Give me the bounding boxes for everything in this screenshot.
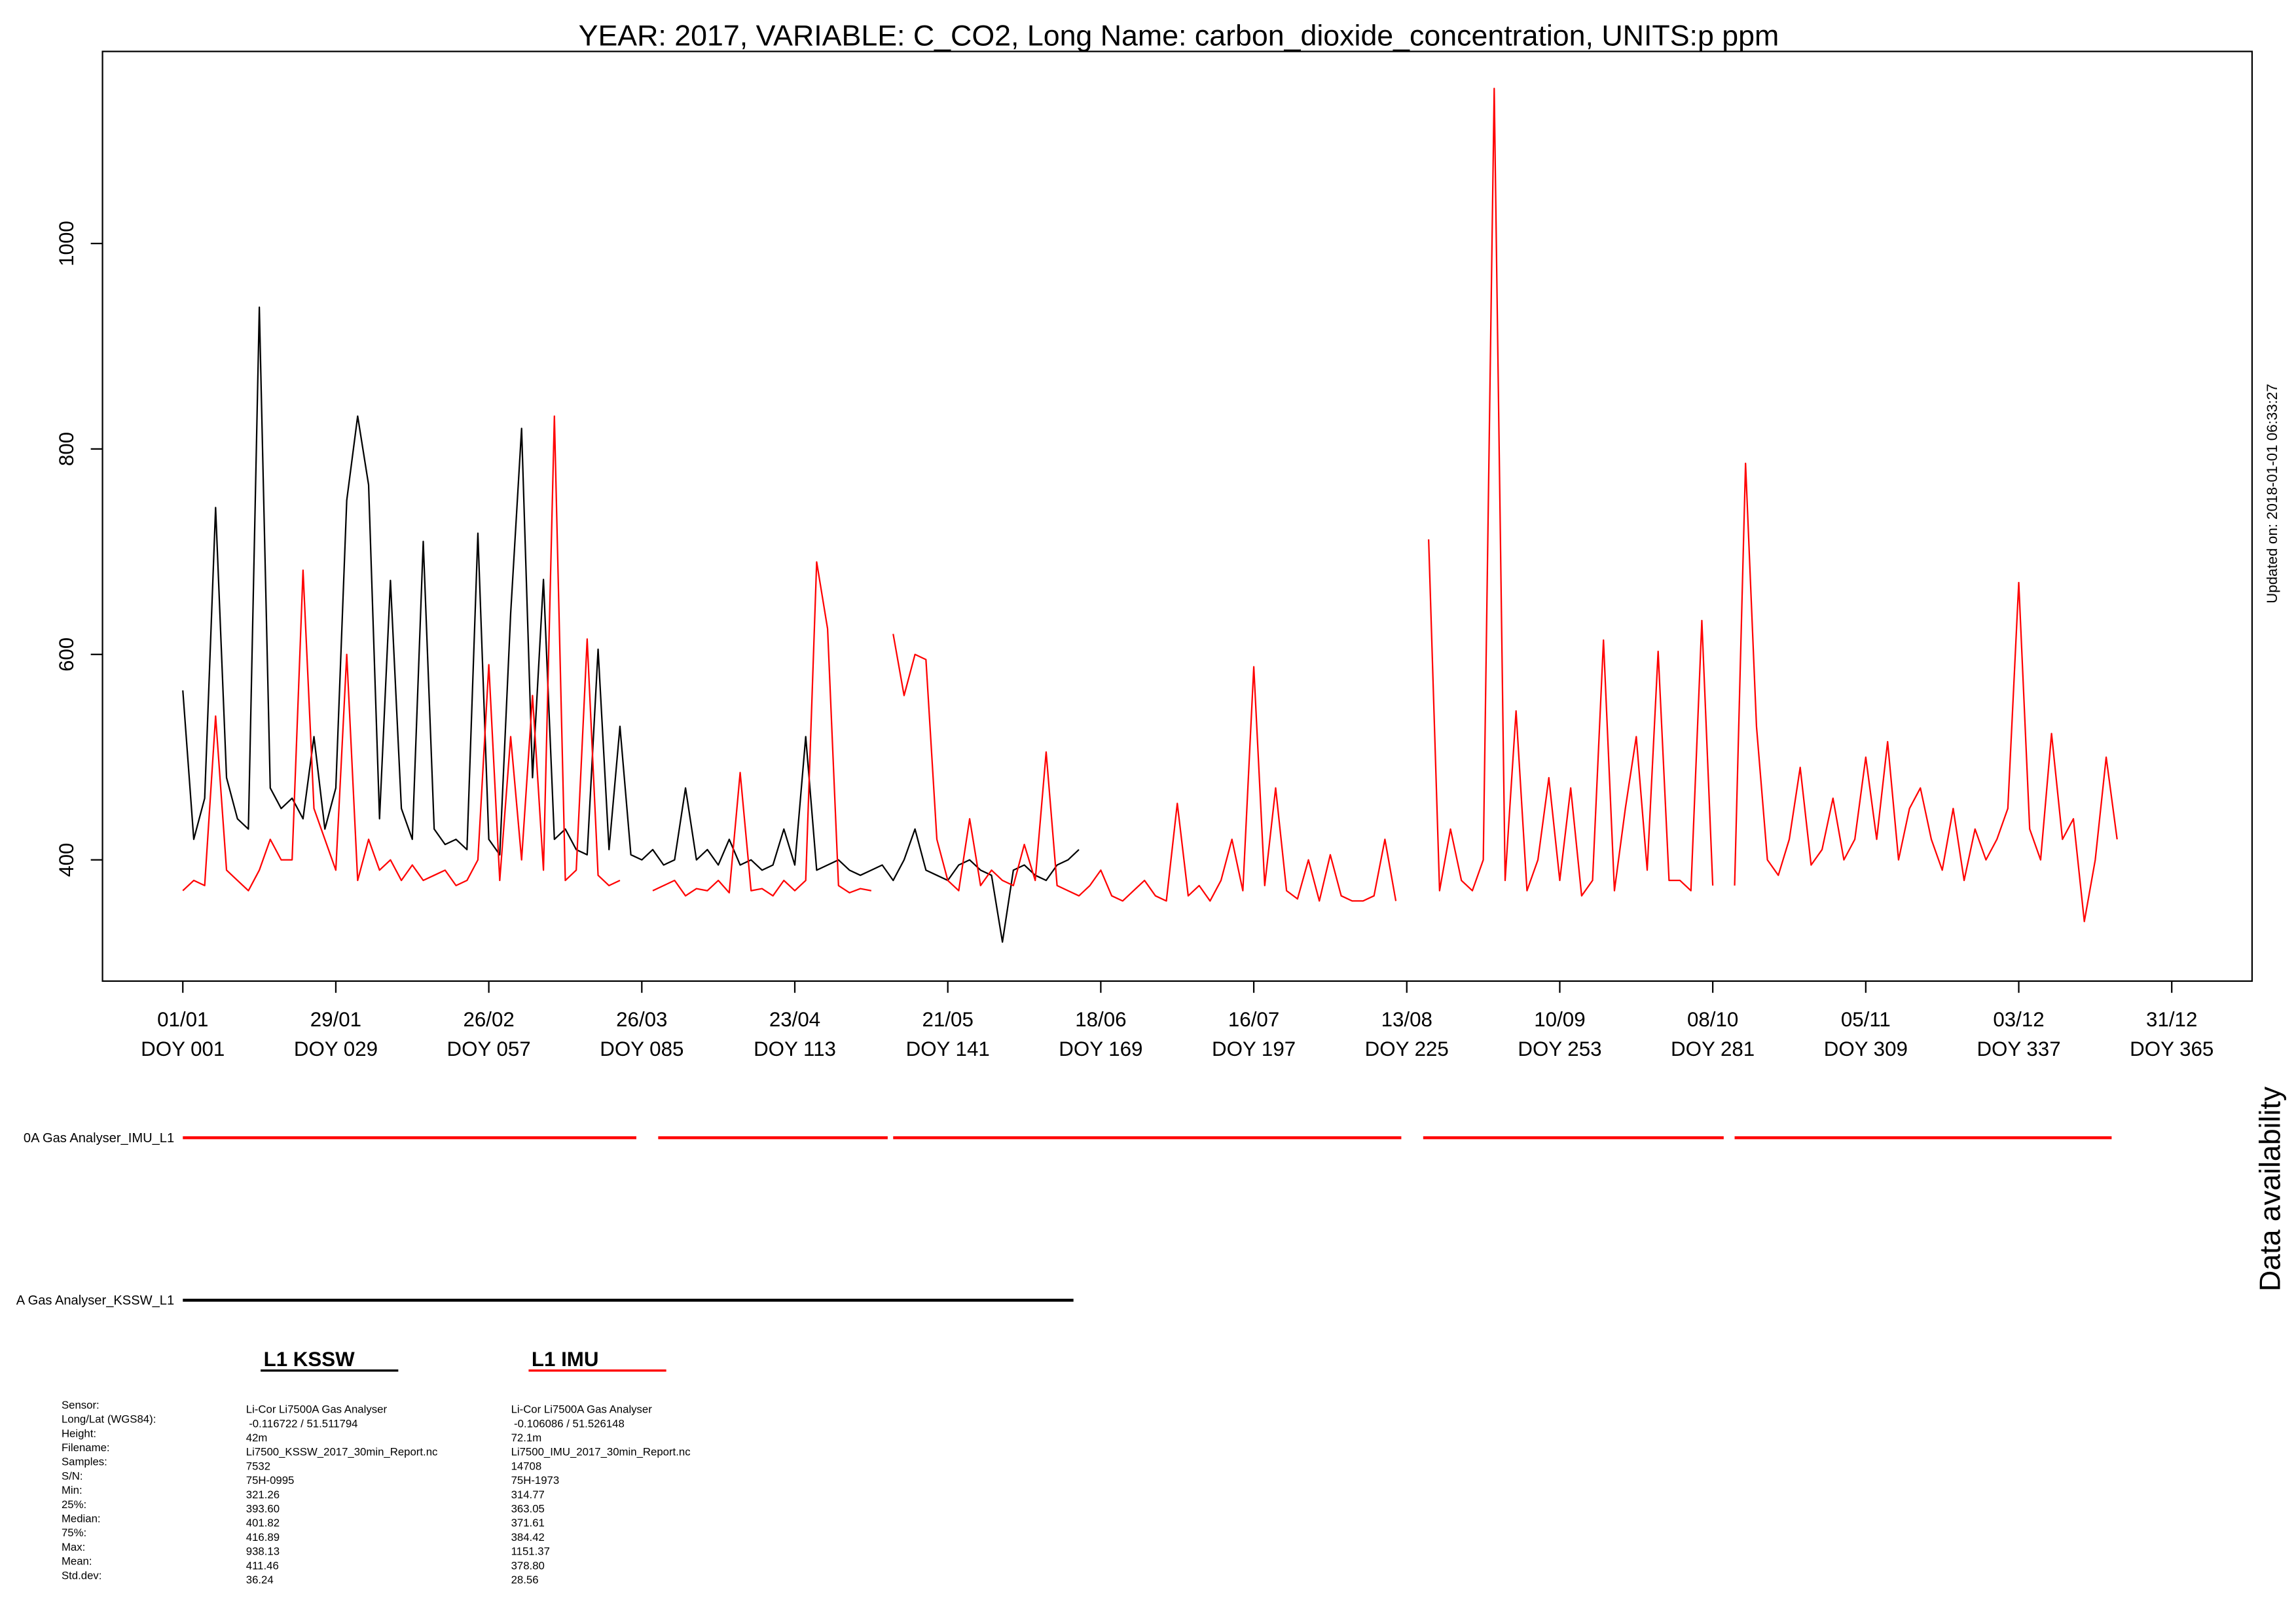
x-tick-label: 29/01: [310, 1008, 361, 1031]
x-tick-label: 23/04: [769, 1008, 820, 1031]
x-tick-label: 16/07: [1228, 1008, 1279, 1031]
summary-value: 321.26: [246, 1489, 280, 1501]
x-tick-label-doy: DOY 225: [1365, 1038, 1449, 1060]
summary-row-label: Std.dev:: [62, 1569, 102, 1581]
x-tick-label-doy: DOY 001: [141, 1038, 225, 1060]
x-tick-label: 31/12: [2146, 1008, 2197, 1031]
summary-value: 393.60: [246, 1502, 280, 1515]
series-line: [182, 87, 2118, 922]
summary-value: 36.24: [246, 1574, 274, 1586]
summary-value: 28.56: [511, 1574, 539, 1586]
summary-value: Li-Cor Li7500A Gas Analyser: [246, 1403, 388, 1416]
summary-row-label: Median:: [62, 1512, 101, 1525]
summary-value: 1151.37: [511, 1545, 550, 1558]
x-tick-label-doy: DOY 309: [1824, 1038, 1908, 1060]
y-tick-label: 600: [55, 638, 78, 672]
summary-value: 401.82: [246, 1517, 280, 1529]
x-tick-label-doy: DOY 281: [1671, 1038, 1755, 1060]
summary-value: 371.61: [511, 1517, 545, 1529]
summary-value: 416.89: [246, 1531, 280, 1543]
availability-label: 0A Gas Analyser_IMU_L1: [24, 1131, 174, 1146]
availability-title: Data availability: [2254, 1086, 2286, 1291]
x-tick-label-doy: DOY 113: [754, 1038, 836, 1060]
x-tick-label-doy: DOY 365: [2130, 1038, 2214, 1060]
x-tick-label: 18/06: [1075, 1008, 1126, 1031]
summary-value: Li7500_IMU_2017_30min_Report.nc: [511, 1446, 691, 1458]
y-tick-label: 400: [55, 843, 78, 877]
summary-value: 378.80: [511, 1559, 545, 1572]
x-tick-label: 13/08: [1381, 1008, 1432, 1031]
summary-row-label: Sensor:: [62, 1399, 100, 1411]
summary-value: -0.116722 / 51.511794: [249, 1417, 357, 1430]
summary-value: Li7500_KSSW_2017_30min_Report.nc: [246, 1446, 438, 1458]
summary-value: 75H-1973: [511, 1474, 560, 1487]
x-tick-label: 26/03: [616, 1008, 667, 1031]
summary-value: 314.77: [511, 1489, 545, 1501]
summary-header: L1 KSSW: [264, 1348, 355, 1371]
summary-row-label: Min:: [62, 1484, 82, 1496]
summary-row-label: 25%:: [62, 1498, 86, 1511]
x-tick-label-doy: DOY 085: [600, 1038, 683, 1060]
summary-value: 411.46: [246, 1559, 279, 1572]
x-tick-label: 08/10: [1687, 1008, 1738, 1031]
x-tick-label-doy: DOY 029: [294, 1038, 378, 1060]
y-tick-label: 1000: [55, 221, 78, 266]
summary-value: -0.106086 / 51.526148: [514, 1417, 625, 1430]
summary-value: 938.13: [246, 1545, 280, 1558]
summary-value: 363.05: [511, 1502, 545, 1515]
summary-row-label: Mean:: [62, 1555, 92, 1568]
x-tick-label-doy: DOY 337: [1977, 1038, 2060, 1060]
x-tick-label: 05/11: [1841, 1008, 1891, 1031]
x-tick-label-doy: DOY 197: [1212, 1038, 1296, 1060]
x-tick-label: 03/12: [1993, 1008, 2044, 1031]
x-tick-label-doy: DOY 169: [1059, 1038, 1142, 1060]
summary-value: 42m: [246, 1432, 268, 1444]
summary-value: 75H-0995: [246, 1474, 295, 1487]
summary-value: Li-Cor Li7500A Gas Analyser: [511, 1403, 653, 1416]
summary-value: 384.42: [511, 1531, 545, 1543]
summary-row-label: Long/Lat (WGS84):: [62, 1413, 156, 1426]
chart-title: YEAR: 2017, VARIABLE: C_CO2, Long Name: …: [579, 20, 1779, 52]
summary-row-label: Filename:: [62, 1441, 110, 1454]
x-tick-label: 21/05: [922, 1008, 974, 1031]
summary-row-label: Max:: [62, 1541, 85, 1553]
x-tick-label-doy: DOY 253: [1518, 1038, 1601, 1060]
summary-header: L1 IMU: [532, 1348, 599, 1371]
x-tick-label-doy: DOY 141: [906, 1038, 990, 1060]
x-tick-label: 26/02: [463, 1008, 514, 1031]
summary-row-label: S/N:: [62, 1470, 83, 1482]
summary-value: 72.1m: [511, 1432, 542, 1444]
summary-value: 7532: [246, 1460, 270, 1472]
x-tick-label: 10/09: [1534, 1008, 1585, 1031]
x-tick-label-doy: DOY 057: [447, 1038, 531, 1060]
y-tick-label: 800: [55, 432, 78, 466]
updated-note: Updated on: 2018-01-01 06:33:27: [2264, 384, 2280, 604]
plot-frame: [101, 50, 2253, 982]
summary-row-label: Height:: [62, 1427, 96, 1439]
x-tick-label: 01/01: [157, 1008, 208, 1031]
summary-row-label: 75%:: [62, 1526, 86, 1539]
availability-label: A Gas Analyser_KSSW_L1: [16, 1293, 174, 1308]
series-line: [182, 306, 1080, 943]
summary-row-label: Samples:: [62, 1456, 107, 1468]
summary-value: 14708: [511, 1460, 542, 1472]
